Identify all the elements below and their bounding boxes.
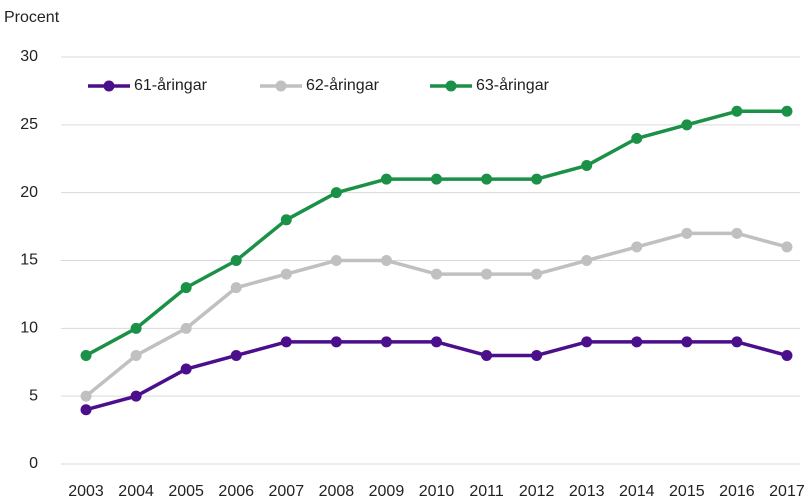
point (380, 336, 392, 348)
point (731, 105, 743, 117)
point (781, 241, 793, 253)
y-tick-label: 5 (29, 387, 38, 404)
legend-label: 61-åringar (134, 76, 208, 94)
x-tick-label: 2012 (519, 483, 555, 500)
point (731, 227, 743, 239)
point (431, 173, 442, 185)
point (130, 349, 142, 361)
y-tick-label: 10 (20, 320, 38, 337)
point (431, 268, 442, 280)
point (280, 268, 292, 280)
point (681, 336, 693, 348)
point (280, 336, 292, 348)
series-line (85, 340, 788, 412)
legend-label: 62-åringar (306, 76, 380, 94)
y-axis-label: Procent (4, 9, 60, 26)
point (130, 322, 142, 334)
point (531, 268, 543, 280)
point (280, 214, 292, 226)
legend-label: 63-åringar (476, 76, 550, 94)
point (781, 349, 793, 361)
point (581, 160, 593, 172)
point (681, 119, 693, 131)
x-tick-label: 2009 (369, 483, 405, 500)
point (230, 282, 242, 294)
point (130, 390, 142, 402)
series-line (84, 231, 788, 398)
y-tick-label: 30 (20, 48, 38, 65)
point (631, 132, 643, 144)
point (431, 336, 442, 348)
y-tick-label: 20 (20, 184, 38, 201)
point (481, 173, 493, 185)
point (80, 404, 92, 416)
x-tick-label: 2010 (419, 483, 455, 500)
x-tick-label: 2006 (218, 483, 254, 500)
point (481, 268, 493, 280)
x-tick-label: 2004 (118, 483, 154, 500)
legend-marker (445, 80, 457, 92)
x-tick-label: 2014 (619, 483, 655, 500)
y-tick-label: 25 (20, 116, 38, 133)
point (631, 336, 643, 348)
point (380, 173, 392, 185)
point (631, 241, 643, 253)
point (180, 322, 192, 334)
x-tick-label: 2015 (669, 483, 705, 500)
point (380, 255, 392, 266)
point (481, 349, 493, 361)
point (581, 336, 593, 348)
point (781, 105, 793, 117)
point (230, 255, 242, 266)
point (330, 336, 342, 348)
point (230, 349, 242, 361)
point (531, 173, 543, 185)
x-tick-label: 2013 (569, 483, 605, 500)
point (80, 390, 92, 402)
point (330, 255, 342, 266)
point (731, 336, 743, 348)
x-tick-label: 2005 (168, 483, 204, 500)
point (531, 349, 543, 361)
x-tick-label: 2003 (68, 483, 104, 500)
point (330, 187, 342, 199)
y-tick-label: 15 (20, 252, 38, 269)
x-tick-label: 2008 (319, 483, 355, 500)
legend-marker (103, 80, 115, 92)
point (681, 227, 693, 239)
x-tick-label: 2007 (269, 483, 305, 500)
point (581, 255, 593, 266)
x-tick-label: 2016 (719, 483, 755, 500)
point (180, 363, 192, 375)
legend-marker (275, 80, 287, 92)
y-tick-label: 0 (29, 455, 38, 472)
x-tick-label: 2011 (469, 483, 504, 500)
x-tick-label: 2017 (769, 483, 805, 500)
point (180, 282, 192, 294)
point (80, 349, 92, 361)
